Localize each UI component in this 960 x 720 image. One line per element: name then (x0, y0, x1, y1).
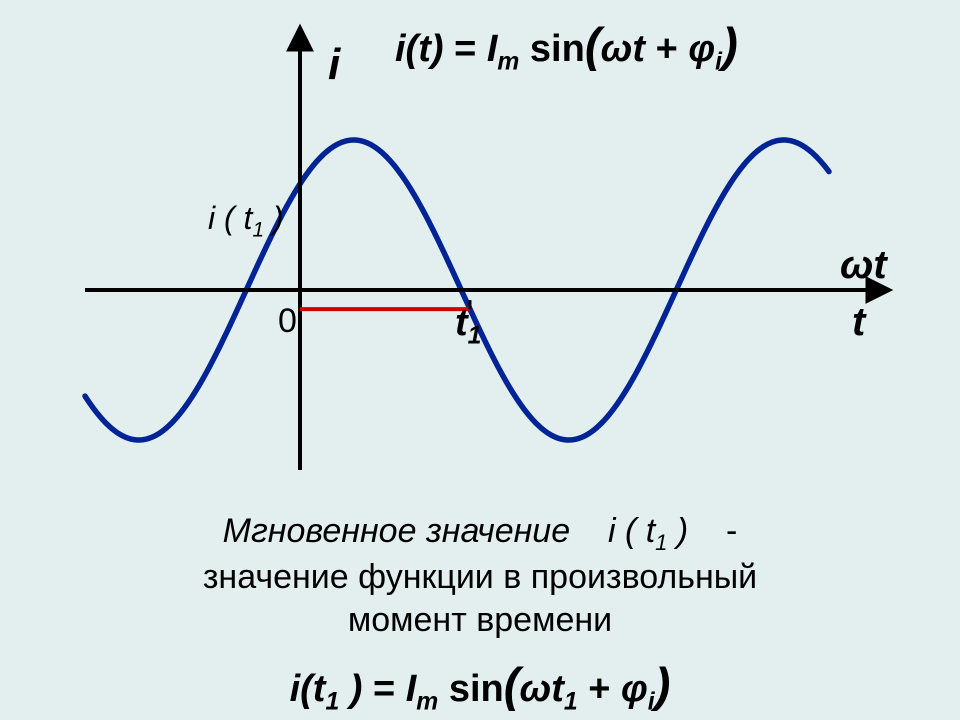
origin-label: 0 (278, 302, 297, 341)
caption-term: Мгновенное значение (223, 512, 571, 550)
y-axis-label-text: i (328, 40, 340, 89)
t1-sub: 1 (468, 323, 482, 350)
formula-top-text: i(t) = Im sin(ωt + φi) (395, 28, 738, 70)
caption-inline-close: ) (677, 512, 688, 550)
caption-dash: - (726, 512, 737, 550)
caption-line1: Мгновенное значение i ( t1 ) - (0, 510, 960, 556)
x-axis-label-t: t (852, 300, 865, 345)
origin-label-text: 0 (278, 302, 297, 340)
it1-text: i ( t (208, 200, 252, 236)
x-axis-label-omega-t-text: ωt (840, 243, 887, 287)
it1-close: ) (273, 200, 284, 236)
it1-sub: 1 (252, 218, 264, 241)
x-axis-label-t-text: t (852, 300, 865, 344)
formula-bottom: i(t1 ) = Im sin(ωt1 + φi) (0, 658, 960, 717)
it1-label: i ( t1 ) (208, 200, 284, 242)
caption-inline-expr: i ( t1 ) (608, 512, 698, 550)
formula-top: i(t) = Im sin(ωt + φi) (395, 18, 738, 77)
caption-inline-sub: 1 (655, 530, 667, 555)
x-axis-label-omega-t: ωt (840, 243, 887, 288)
formula-bottom-text: i(t1 ) = Im sin(ωt1 + φi) (290, 668, 671, 710)
caption-block: Мгновенное значение i ( t1 ) - значение … (0, 510, 960, 641)
t1-label: t1 (455, 302, 481, 351)
y-axis-label: i (328, 40, 340, 90)
caption-line2: значение функции в произвольный (0, 556, 960, 599)
t1-text: t (455, 302, 468, 344)
caption-line3: момент времени (0, 599, 960, 642)
caption-inline-it: i ( t (608, 512, 655, 550)
